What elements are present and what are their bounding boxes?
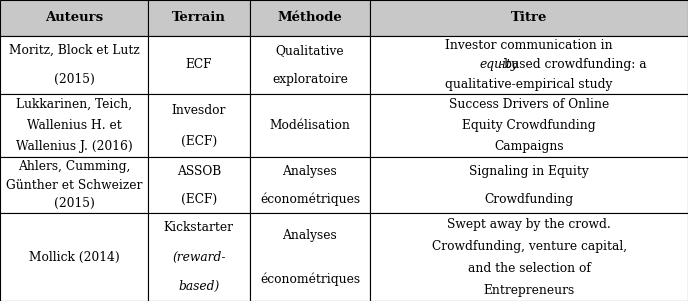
Bar xyxy=(250,94,370,157)
Text: -based crowdfunding: a: -based crowdfunding: a xyxy=(500,58,647,71)
Bar xyxy=(148,36,250,94)
Bar xyxy=(0,0,148,36)
Bar xyxy=(370,157,688,213)
Text: Analyses: Analyses xyxy=(283,165,337,178)
Bar xyxy=(148,94,250,157)
Text: Signaling in Equity: Signaling in Equity xyxy=(469,165,589,178)
Text: Mollick (2014): Mollick (2014) xyxy=(29,250,119,264)
Text: qualitative-empirical study: qualitative-empirical study xyxy=(445,78,613,91)
Text: Success Drivers of Online: Success Drivers of Online xyxy=(449,98,609,111)
Text: Entrepreneurs: Entrepreneurs xyxy=(484,284,574,296)
Text: Méthode: Méthode xyxy=(277,11,343,24)
Bar xyxy=(0,36,148,94)
Text: Crowdfunding: Crowdfunding xyxy=(484,193,574,206)
Bar xyxy=(148,0,250,36)
Text: (2015): (2015) xyxy=(54,73,94,86)
Bar xyxy=(250,36,370,94)
Text: and the selection of: and the selection of xyxy=(468,262,590,275)
Text: Kickstarter: Kickstarter xyxy=(164,221,234,234)
Text: Wallenius H. et: Wallenius H. et xyxy=(27,119,121,132)
Text: ECF: ECF xyxy=(186,58,212,71)
Bar xyxy=(370,36,688,94)
Bar xyxy=(250,0,370,36)
Text: equity: equity xyxy=(479,58,517,71)
Bar xyxy=(0,94,148,157)
Text: Wallenius J. (2016): Wallenius J. (2016) xyxy=(16,140,132,154)
Text: exploratoire: exploratoire xyxy=(272,73,348,86)
Text: (2015): (2015) xyxy=(54,197,94,210)
Bar xyxy=(148,157,250,213)
Text: économétriques: économétriques xyxy=(260,272,360,286)
Bar xyxy=(370,213,688,301)
Text: Terrain: Terrain xyxy=(172,11,226,24)
Text: Swept away by the crowd.: Swept away by the crowd. xyxy=(447,218,611,231)
Text: Ahlers, Cumming,: Ahlers, Cumming, xyxy=(18,160,130,173)
Text: (reward-: (reward- xyxy=(172,250,226,264)
Bar xyxy=(370,0,688,36)
Text: Crowdfunding, venture capital,: Crowdfunding, venture capital, xyxy=(431,240,627,253)
Text: ASSOB: ASSOB xyxy=(177,165,221,178)
Text: Analyses: Analyses xyxy=(283,228,337,242)
Text: Titre: Titre xyxy=(511,11,547,24)
Text: Investor communication in: Investor communication in xyxy=(445,39,613,52)
Text: (ECF): (ECF) xyxy=(181,135,217,148)
Bar xyxy=(148,213,250,301)
Text: Modélisation: Modélisation xyxy=(270,119,350,132)
Text: Qualitative: Qualitative xyxy=(276,44,344,57)
Text: Auteurs: Auteurs xyxy=(45,11,103,24)
Text: Invesdor: Invesdor xyxy=(171,104,226,116)
Bar xyxy=(0,157,148,213)
Bar xyxy=(370,94,688,157)
Text: (ECF): (ECF) xyxy=(181,193,217,206)
Text: Equity Crowdfunding: Equity Crowdfunding xyxy=(462,119,596,132)
Bar xyxy=(250,213,370,301)
Text: Günther et Schweizer: Günther et Schweizer xyxy=(6,179,142,192)
Text: Campaigns: Campaigns xyxy=(494,140,564,154)
Text: equity: equity xyxy=(510,58,548,71)
Text: Moritz, Block et Lutz: Moritz, Block et Lutz xyxy=(8,44,140,57)
Bar xyxy=(250,157,370,213)
Bar xyxy=(0,213,148,301)
Text: based): based) xyxy=(178,280,219,293)
Text: Lukkarinen, Teich,: Lukkarinen, Teich, xyxy=(16,98,132,111)
Text: économétriques: économétriques xyxy=(260,192,360,206)
